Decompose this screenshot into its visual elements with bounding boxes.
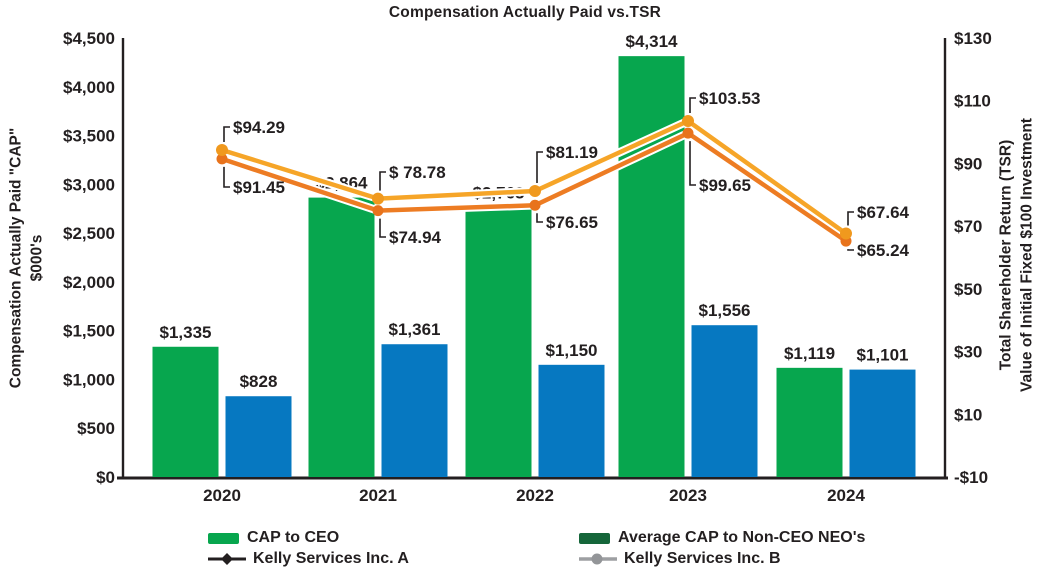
bar-value-label-avg-cap-neo-2022: $1,150 xyxy=(546,341,598,360)
x-tick-label-2020: 2020 xyxy=(203,486,241,505)
bar-value-label-avg-cap-neo-2020: $828 xyxy=(240,372,278,391)
marker-b-2022 xyxy=(529,185,541,198)
y-right-tick-label: $10 xyxy=(954,405,982,424)
y-right-tick-label: $130 xyxy=(954,29,992,48)
y-left-tick-label: $1,500 xyxy=(63,322,115,341)
bar-value-label-avg-cap-neo-2021: $1,361 xyxy=(389,320,441,339)
y-left-tick-label: $3,000 xyxy=(63,175,115,194)
x-tick-label-2023: 2023 xyxy=(669,486,707,505)
callout-bracket-a-2023 xyxy=(689,141,696,186)
marker-b-2024 xyxy=(840,227,852,240)
y-right-tick-label: $30 xyxy=(954,343,982,362)
y-left-tick-label: $1,000 xyxy=(63,370,115,389)
legend-label: CAP to CEO xyxy=(247,529,340,546)
bar-avg-cap-neo-2023 xyxy=(691,325,758,477)
legend-label: Kelly Services Inc. A xyxy=(253,550,409,567)
legend-item-kelly-services-inc-b: Kelly Services Inc. B xyxy=(578,550,781,568)
callout-bracket-a-2024 xyxy=(847,249,854,251)
x-tick-label-2021: 2021 xyxy=(359,486,397,505)
bar-avg-cap-neo-2020 xyxy=(225,396,292,477)
y-left-tick-label: $3,500 xyxy=(63,127,115,146)
callout-bracket-b-2020 xyxy=(223,126,230,142)
line-value-label-b-2024: $67.64 xyxy=(857,203,910,222)
line-b-swatch-circle-icon xyxy=(579,553,617,565)
y-left-tick-label: $2,000 xyxy=(63,273,115,292)
bar-cap-ceo-2024 xyxy=(776,367,843,477)
y-right-tick-label: -$10 xyxy=(954,468,988,487)
bar-avg-cap-neo-2021 xyxy=(381,344,448,477)
line-value-label-b-2021: $ 78.78 xyxy=(389,163,446,182)
line-value-label-a-2022: $76.65 xyxy=(546,213,598,232)
bar-value-label-avg-cap-neo-2024: $1,101 xyxy=(857,346,909,365)
marker-b-2021 xyxy=(372,192,384,205)
x-tick-label-2024: 2024 xyxy=(827,486,865,505)
line-value-label-a-2023: $99.65 xyxy=(699,176,751,195)
bar-cap-ceo-2023 xyxy=(618,56,685,478)
x-tick-label-2022: 2022 xyxy=(516,486,554,505)
marker-a-2020 xyxy=(216,153,228,165)
y-left-tick-label: $500 xyxy=(77,419,115,438)
bar-value-label-cap-ceo-2020: $1,335 xyxy=(160,323,212,342)
cap-ceo-swatch xyxy=(208,533,239,544)
y-left-tick-label: $4,500 xyxy=(63,29,115,48)
marker-a-2022 xyxy=(529,199,541,211)
bar-value-label-cap-ceo-2023: $4,314 xyxy=(626,32,679,51)
bar-cap-ceo-2022 xyxy=(465,207,532,478)
line-value-label-b-2022: $81.19 xyxy=(546,143,598,162)
bar-avg-cap-neo-2022 xyxy=(538,364,605,477)
line-value-label-a-2020: $91.45 xyxy=(233,178,285,197)
legend-item-cap-to-ceo: CAP to CEO xyxy=(207,529,339,547)
bar-cap-ceo-2020 xyxy=(152,346,219,477)
line-a-swatch-diamond-icon xyxy=(208,553,246,565)
legend-item-kelly-services-inc-a: Kelly Services Inc. A xyxy=(207,550,409,568)
y-right-tick-label: $90 xyxy=(954,154,982,173)
callout-bracket-b-2021 xyxy=(379,171,386,191)
callout-bracket-a-2020 xyxy=(223,166,230,188)
marker-b-2020 xyxy=(216,143,228,156)
bar-value-label-avg-cap-neo-2023: $1,556 xyxy=(699,301,751,320)
marker-a-2023 xyxy=(682,127,694,139)
y-left-tick-label: $4,000 xyxy=(63,78,115,97)
legend-label: Kelly Services Inc. B xyxy=(624,550,781,567)
line-value-label-b-2020: $94.29 xyxy=(233,118,285,137)
bar-avg-cap-neo-2024 xyxy=(849,369,916,477)
bar-cap-ceo-2021 xyxy=(308,197,375,477)
line-value-label-b-2023: $103.53 xyxy=(699,89,760,108)
y-right-tick-label: $70 xyxy=(954,217,982,236)
line-value-label-a-2024: $65.24 xyxy=(857,241,910,260)
line-value-label-a-2021: $74.94 xyxy=(389,228,442,247)
y-left-tick-label: $0 xyxy=(96,468,115,487)
callout-bracket-b-2023 xyxy=(689,97,696,114)
legend-label: Average CAP to Non-CEO NEO's xyxy=(618,529,866,546)
marker-a-2021 xyxy=(372,205,384,217)
marker-b-2023 xyxy=(682,115,694,128)
callout-bracket-a-2021 xyxy=(379,218,386,238)
y-right-tick-label: $50 xyxy=(954,280,982,299)
y-right-tick-label: $110 xyxy=(954,92,991,111)
y-left-tick-label: $2,500 xyxy=(63,224,115,243)
avg-cap-neo-swatch xyxy=(579,533,610,544)
bar-value-label-cap-ceo-2024: $1,119 xyxy=(784,344,835,363)
chart-title: Compensation Actually Paid vs.TSR xyxy=(388,4,662,21)
legend-item-average-cap-to-non-ceo-neo-s: Average CAP to Non-CEO NEO's xyxy=(578,529,865,547)
callout-bracket-b-2024 xyxy=(847,211,854,226)
callout-bracket-a-2022 xyxy=(536,213,543,223)
callout-bracket-b-2022 xyxy=(536,151,543,184)
